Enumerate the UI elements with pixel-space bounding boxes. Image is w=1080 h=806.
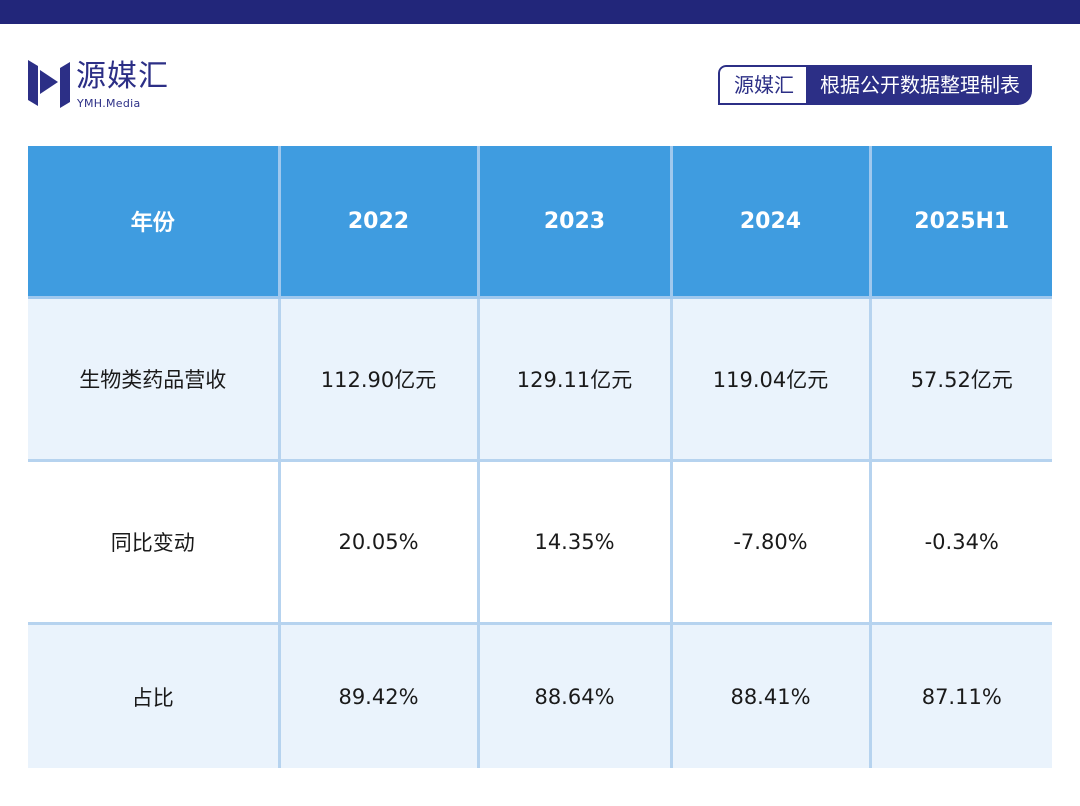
source-brand: 源媒汇	[718, 65, 806, 105]
table-row: 同比变动 20.05% 14.35% -7.80% -0.34%	[28, 459, 1052, 625]
table-cell: -7.80%	[669, 459, 872, 625]
table-header-row: 年份 2022 2023 2024 2025H1	[28, 146, 1052, 299]
header-cell: 年份	[28, 146, 281, 299]
header-cell: 2025H1	[868, 146, 1052, 299]
table-cell: 88.41%	[669, 622, 872, 768]
logo: 源媒汇 YMH.Media	[28, 58, 248, 110]
table-row: 生物类药品营收 112.90亿元 129.11亿元 119.04亿元 57.52…	[28, 296, 1052, 462]
row-label: 同比变动	[28, 459, 281, 625]
header-cell: 2024	[669, 146, 872, 299]
top-banner	[0, 0, 1080, 24]
logo-name: 源媒汇	[76, 59, 169, 94]
source-note: 根据公开数据整理制表	[806, 65, 1032, 105]
row-label: 占比	[28, 622, 281, 768]
table-cell: 20.05%	[277, 459, 480, 625]
source-tag: 源媒汇 根据公开数据整理制表	[718, 65, 1032, 105]
table-row: 占比 89.42% 88.64% 88.41% 87.11%	[28, 622, 1052, 768]
header-cell: 2022	[277, 146, 480, 299]
table-cell: 89.42%	[277, 622, 480, 768]
table-cell: 129.11亿元	[476, 296, 673, 462]
ymh-logo-icon	[28, 60, 70, 108]
table-cell: 87.11%	[868, 622, 1052, 768]
table-cell: 88.64%	[476, 622, 673, 768]
table-cell: 112.90亿元	[277, 296, 480, 462]
header-cell: 2023	[476, 146, 673, 299]
table-cell: 14.35%	[476, 459, 673, 625]
table-cell: -0.34%	[868, 459, 1052, 625]
logo-subtitle: YMH.Media	[77, 97, 141, 110]
row-label: 生物类药品营收	[28, 296, 281, 462]
revenue-table: 年份 2022 2023 2024 2025H1 生物类药品营收 112.90亿…	[28, 146, 1052, 768]
table-cell: 119.04亿元	[669, 296, 872, 462]
table-cell: 57.52亿元	[868, 296, 1052, 462]
